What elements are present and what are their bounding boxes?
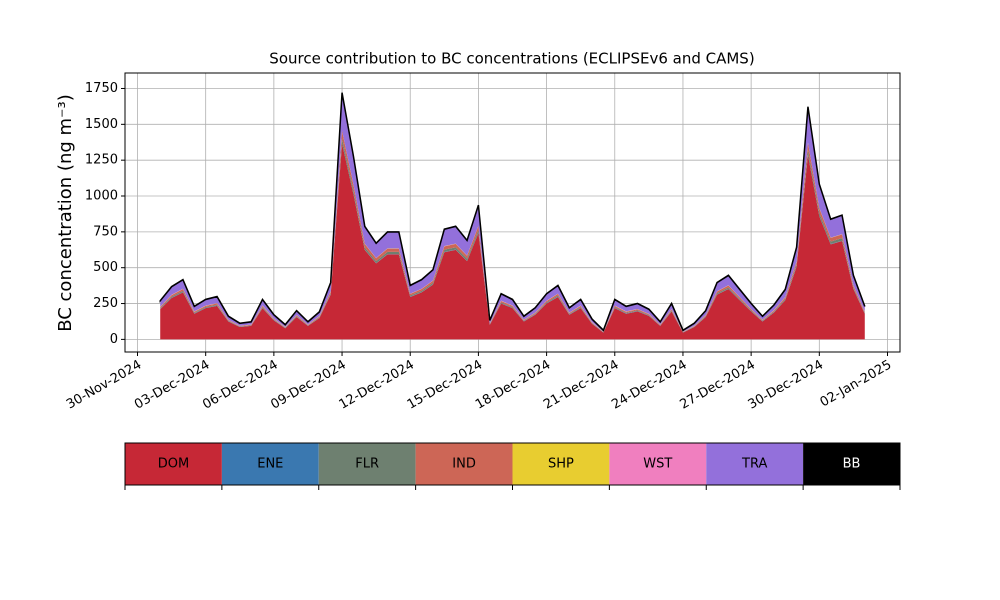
y-tick-label: 1500 <box>85 117 118 132</box>
legend-label: SHP <box>548 457 574 472</box>
legend-label: TRA <box>741 457 767 472</box>
legend-swatch <box>706 443 804 485</box>
area <box>159 92 866 332</box>
legend-label: WST <box>643 457 672 472</box>
legend-label: DOM <box>158 457 189 472</box>
legend-label: ENE <box>257 457 283 472</box>
y-tick-label: 500 <box>93 260 118 275</box>
chart-title: Source contribution to BC concentrations… <box>269 50 754 68</box>
legend-swatch <box>318 443 416 485</box>
legend-label: IND <box>452 457 476 472</box>
y-tick-label: 0 <box>110 332 118 347</box>
legend-label: FLR <box>355 457 379 472</box>
legend-swatch <box>609 443 707 485</box>
legend-swatch <box>125 443 222 485</box>
area <box>160 143 865 340</box>
legend-swatch <box>512 443 610 485</box>
legend-swatch <box>415 443 513 485</box>
y-tick-label: 250 <box>93 296 118 311</box>
y-tick-label: 1000 <box>85 189 118 204</box>
legend: DOM ENE FLR IND SHP WST TRA BB <box>124 442 901 490</box>
legend-swatch <box>221 443 319 485</box>
y-tick-label: 1250 <box>85 153 118 168</box>
legend-swatch <box>803 443 900 485</box>
y-tick-label: 750 <box>93 224 118 239</box>
y-axis-label: BC concentration (ng m⁻³) <box>55 94 76 332</box>
legend-label: BB <box>843 457 861 472</box>
legend-frame <box>124 442 901 486</box>
y-tick-label: 1750 <box>85 81 118 96</box>
plot-frame <box>124 72 901 353</box>
